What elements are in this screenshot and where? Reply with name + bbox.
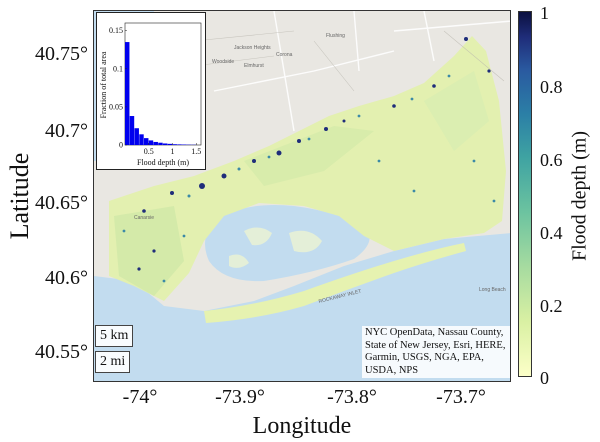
scale-bar-km: 5 km — [95, 325, 134, 347]
deep-flood-spots — [137, 37, 491, 271]
inset-x-tick-label: 0.5 — [144, 147, 154, 156]
inset-histogram: 0 0.05 0.1 0.15 0.5 1 1.5 Flood depth (m) Fra… — [96, 12, 206, 170]
colorbar-title: Flood depth (m) — [568, 131, 591, 261]
medium-flood-spots — [122, 74, 496, 283]
map-label-corona: Corona — [276, 52, 293, 58]
flood-patch — [424, 71, 489, 151]
inset-bars — [125, 42, 196, 145]
y-tick-label: 40.75° — [35, 43, 88, 65]
y-tick-label: 40.7° — [45, 120, 88, 142]
colorbar-tick-label: 0.4 — [540, 223, 563, 243]
inset-axes-box — [124, 22, 202, 146]
inset-x-ticks: 0.5 1 1.5 — [144, 143, 201, 156]
colorbar-tick-label: 0.6 — [540, 150, 563, 170]
x-tick-label: -74° — [122, 386, 158, 408]
inset-plot: 0 0.05 0.1 0.15 0.5 1 1.5 Flood depth (m) Fra… — [99, 22, 202, 167]
x-tick-label: -73.9° — [215, 386, 265, 408]
marsh-island — [289, 230, 322, 253]
colorbar-tick-label: 0 — [540, 368, 549, 388]
inset-y-tick-label: 0.1 — [113, 64, 123, 73]
map-label-elmhurst: Elmhurst — [244, 63, 264, 69]
y-axis-title: Latitude — [5, 152, 34, 240]
x-tick-label: -73.8° — [327, 386, 377, 408]
inset-x-tick-label: 1 — [171, 147, 175, 156]
inset-ylabel: Fraction of total area — [99, 51, 108, 118]
histogram-bar — [144, 138, 149, 145]
inset-x-tick-label: 1.5 — [191, 147, 201, 156]
map-label-jackson-heights: Jackson Heights — [234, 45, 271, 51]
marsh-island — [229, 254, 249, 268]
colorbar-tick-label: 1 — [540, 3, 549, 23]
y-tick-label: 40.55° — [35, 341, 88, 363]
scale-bar-mi: 2 mi — [95, 351, 131, 373]
colorbar — [518, 11, 532, 377]
flood-patch — [114, 206, 184, 296]
inset-xlabel: Flood depth (m) — [137, 158, 189, 167]
x-tick-label: -73.7° — [436, 386, 486, 408]
colorbar-tick-label: 0.8 — [540, 77, 563, 97]
map-label-woodside: Woodside — [212, 59, 234, 65]
minor-roads — [193, 30, 505, 92]
histogram-bar — [148, 140, 154, 145]
histogram-bar — [177, 144, 182, 145]
histogram-bar — [134, 128, 139, 145]
y-tick-label: 40.6° — [45, 267, 88, 289]
flood-patch — [244, 126, 374, 186]
histogram-bar — [125, 42, 130, 145]
map-label-canarsie: Canarsie — [134, 215, 154, 221]
inset-y-tick-label: 0.15 — [109, 26, 123, 35]
map-attribution: NYC OpenData, Nassau County, State of Ne… — [362, 326, 510, 378]
y-tick-label: 40.65° — [35, 192, 88, 214]
histogram-bar — [153, 141, 158, 145]
roads — [213, 11, 510, 132]
histogram-bar — [167, 143, 173, 145]
histogram-bar — [163, 143, 168, 145]
rockaway-peninsula — [204, 243, 466, 323]
histogram-bar — [158, 142, 163, 145]
marsh-island — [244, 227, 272, 246]
histogram-bar — [172, 144, 177, 145]
inset-y-ticks: 0 0.05 0.1 0.15 — [109, 26, 127, 150]
x-axis-title: Longitude — [252, 413, 352, 439]
map-label-long-beach: Long Beach — [479, 287, 506, 293]
colorbar-tick-label: 0.2 — [540, 296, 563, 316]
histogram-bar — [129, 116, 135, 145]
inset-y-tick-label: 0.05 — [109, 102, 123, 111]
histogram-bar — [139, 134, 144, 145]
map-label-flushing: Flushing — [326, 33, 345, 39]
inset-y-tick-label: 0 — [119, 141, 123, 150]
